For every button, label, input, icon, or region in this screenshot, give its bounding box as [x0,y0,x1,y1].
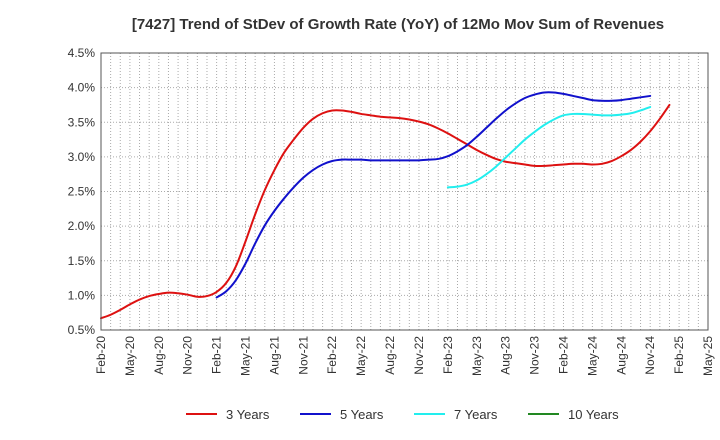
legend-label-10-years: 10 Years [568,407,619,422]
x-tick-label: Aug-22 [383,336,397,375]
x-tick-label: Aug-20 [152,336,166,375]
x-tick-label: Feb-25 [672,336,686,374]
y-tick-label: 4.5% [68,46,96,60]
x-tick-label: Feb-23 [441,336,455,374]
legend-label-3-years: 3 Years [226,407,270,422]
x-tick-label: Nov-22 [412,336,426,375]
y-axis-ticks: 0.5% 1.0% 1.5% 2.0% 2.5% 3.0% 3.5% 4.0% 4.5% [68,46,96,337]
x-axis-ticks: Feb-20 May-20 Aug-20 Nov-20 Feb-21 May-21 Aug-… [94,336,715,376]
x-tick-label: May-21 [239,336,253,376]
x-tick-label: May-20 [123,336,137,376]
x-tick-label: Aug-23 [499,336,513,375]
x-tick-label: Aug-21 [267,336,281,375]
grid-lines [101,53,708,330]
x-tick-label: May-24 [585,336,599,376]
x-tick-label: May-25 [701,336,715,376]
legend-label-5-years: 5 Years [340,407,384,422]
series-line-7-years [446,106,652,189]
legend-label-7-years: 7 Years [454,407,498,422]
y-tick-label: 3.5% [68,115,96,129]
x-tick-label: Feb-22 [325,336,339,374]
series-line-5-years [215,91,652,299]
x-tick-label: Nov-23 [528,336,542,375]
y-tick-label: 4.0% [68,81,96,95]
x-tick-label: Nov-20 [181,336,195,375]
plot-area-frame [100,52,709,331]
y-tick-label: 1.0% [68,288,96,302]
y-tick-label: 1.5% [68,254,96,268]
x-tick-label: Aug-24 [614,336,628,375]
series-lines [100,91,671,320]
series-line-3-years [100,103,671,320]
x-tick-label: Nov-24 [643,336,657,375]
y-tick-label: 2.0% [68,219,96,233]
x-tick-label: May-23 [470,336,484,376]
x-tick-label: Feb-21 [210,336,224,374]
y-tick-label: 3.0% [68,150,96,164]
x-tick-label: Feb-24 [556,336,570,374]
legend: 3 Years 5 Years 7 Years 10 Years [186,407,619,422]
y-tick-label: 0.5% [68,323,96,337]
y-tick-label: 2.5% [68,185,96,199]
x-tick-label: Nov-21 [296,336,310,375]
chart-title: [7427] Trend of StDev of Growth Rate (Yo… [132,16,664,33]
x-tick-label: May-22 [354,336,368,376]
x-tick-label: Feb-20 [94,336,108,374]
